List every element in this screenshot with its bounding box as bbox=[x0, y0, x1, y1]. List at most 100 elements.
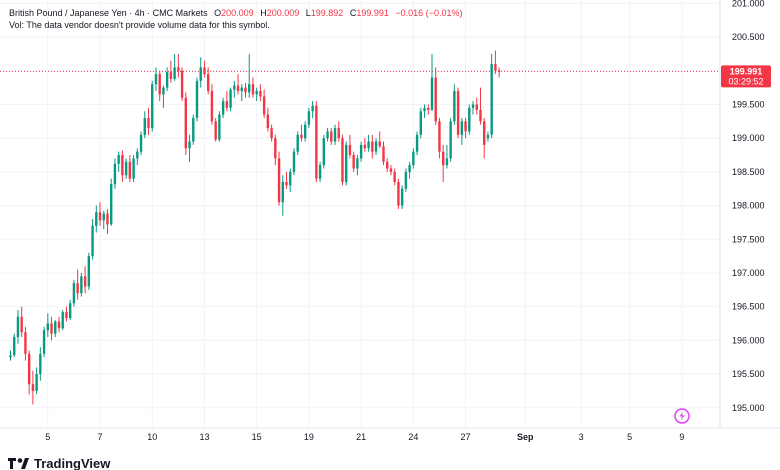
candle-body bbox=[180, 70, 184, 98]
candle bbox=[404, 168, 408, 193]
candle bbox=[210, 84, 214, 125]
candle-body bbox=[102, 213, 105, 221]
candle-body bbox=[303, 124, 307, 139]
close-value: 199.991 bbox=[356, 8, 389, 18]
price-axis[interactable]: 201.000200.500200.000199.500199.000198.5… bbox=[732, 0, 765, 413]
price-tick-label: 197.000 bbox=[732, 268, 765, 278]
symbol-title[interactable]: British Pound / Japanese Yen · 4h · CMC … bbox=[9, 8, 208, 18]
candle-body bbox=[210, 90, 214, 122]
price-tick-label: 196.500 bbox=[732, 302, 765, 312]
candle-body bbox=[408, 165, 411, 172]
candle bbox=[121, 150, 124, 182]
candle-body bbox=[352, 155, 355, 169]
price-tick-label: 196.000 bbox=[732, 335, 765, 345]
time-tick-label: 24 bbox=[408, 432, 418, 442]
candle bbox=[400, 185, 404, 209]
candle bbox=[292, 148, 296, 176]
candle bbox=[419, 107, 422, 139]
candle bbox=[42, 326, 46, 358]
candles bbox=[9, 50, 501, 405]
candle-body bbox=[110, 184, 113, 225]
candle-body bbox=[468, 107, 471, 132]
candle bbox=[434, 67, 437, 125]
candle bbox=[31, 370, 35, 405]
candle-body bbox=[113, 163, 117, 185]
tradingview-logo-mark-dot bbox=[17, 458, 23, 463]
candle bbox=[423, 104, 426, 118]
candle bbox=[378, 131, 381, 149]
tradingview-logo-mark-t bbox=[8, 458, 16, 469]
candle bbox=[151, 80, 154, 132]
candle bbox=[449, 117, 452, 162]
candle bbox=[367, 134, 370, 152]
candle-body bbox=[285, 181, 288, 186]
candle-body bbox=[255, 90, 258, 95]
candle-body bbox=[162, 87, 165, 95]
candle-body bbox=[430, 77, 434, 110]
volume-note: Vol: The data vendor doesn't provide vol… bbox=[9, 20, 270, 30]
time-tick-label: 5 bbox=[627, 432, 632, 442]
candle-body bbox=[139, 134, 143, 152]
candle-body bbox=[315, 105, 318, 179]
candle bbox=[57, 316, 61, 333]
candle-body bbox=[80, 276, 83, 294]
candle bbox=[13, 333, 16, 358]
lightning-circle-icon[interactable] bbox=[674, 408, 690, 424]
open-label: O bbox=[214, 8, 221, 18]
candle-body bbox=[359, 144, 363, 159]
candle bbox=[110, 178, 113, 226]
candle bbox=[359, 141, 363, 162]
candle bbox=[139, 131, 143, 156]
candle bbox=[132, 155, 135, 182]
candle bbox=[471, 101, 475, 115]
candle bbox=[352, 151, 355, 172]
candle-body bbox=[337, 128, 340, 139]
candle bbox=[162, 85, 165, 108]
time-axis[interactable]: 5 7 10 13 15 19 21 24 27 Sep 3 5 9 bbox=[45, 432, 684, 442]
candle-body bbox=[27, 353, 31, 385]
candle bbox=[68, 299, 72, 321]
candle-body bbox=[281, 181, 284, 203]
candle bbox=[165, 67, 169, 91]
candle-body bbox=[389, 168, 393, 172]
candle bbox=[318, 161, 322, 182]
candle-body bbox=[382, 146, 385, 162]
candle-body bbox=[68, 303, 72, 319]
candle-body bbox=[270, 128, 273, 139]
candle-body bbox=[423, 107, 426, 112]
candle bbox=[184, 92, 188, 156]
price-tick-label: 199.500 bbox=[732, 99, 765, 109]
candle bbox=[356, 155, 359, 176]
candle-body bbox=[341, 138, 344, 182]
candle bbox=[87, 252, 91, 290]
candle-body bbox=[356, 158, 359, 169]
candle bbox=[259, 84, 262, 102]
candle bbox=[311, 101, 314, 118]
time-tick-label: 13 bbox=[199, 432, 209, 442]
candle-body bbox=[106, 213, 109, 225]
candle bbox=[214, 117, 217, 142]
candle bbox=[468, 104, 471, 135]
candle-body bbox=[441, 151, 445, 166]
candle bbox=[158, 70, 161, 102]
candle bbox=[281, 175, 284, 216]
candle-body bbox=[229, 89, 232, 108]
candle-body bbox=[50, 323, 53, 334]
candle bbox=[76, 269, 79, 300]
candle-body bbox=[154, 74, 158, 85]
price-tick-label: 197.500 bbox=[732, 234, 765, 244]
candle-body bbox=[184, 97, 188, 149]
candle bbox=[117, 151, 120, 172]
svg-text:British Pound / Japanese Yen ·: British Pound / Japanese Yen · 4h · CMC … bbox=[9, 8, 462, 18]
candle-body bbox=[9, 355, 12, 358]
candle-body bbox=[244, 87, 247, 93]
candle-body bbox=[136, 151, 139, 159]
tradingview-logo[interactable]: TradingView bbox=[8, 456, 111, 470]
candle bbox=[225, 90, 229, 112]
low-label: L bbox=[306, 8, 311, 18]
candle bbox=[307, 107, 311, 129]
candle-body bbox=[225, 101, 229, 108]
candle-body bbox=[266, 114, 270, 129]
